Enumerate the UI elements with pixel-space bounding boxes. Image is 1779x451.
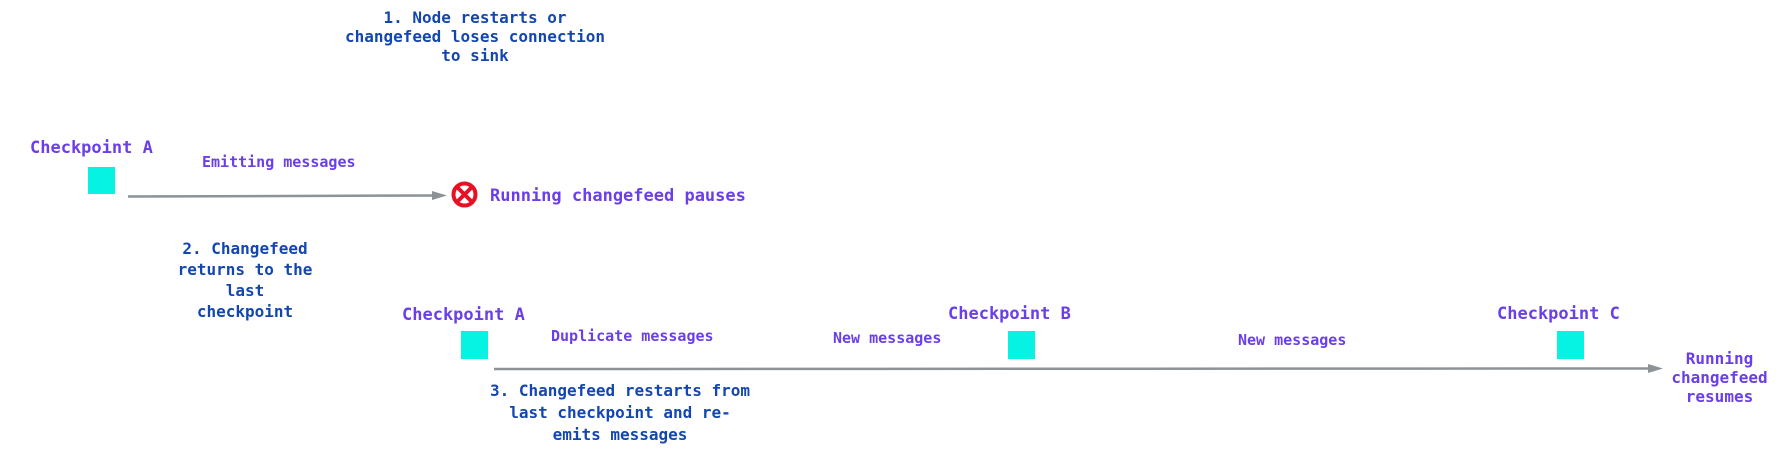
- checkpoint-c-marker: [1557, 331, 1584, 359]
- emitting-messages-label: Emitting messages: [202, 153, 356, 171]
- note-step3: 3. Changefeed restarts from last checkpo…: [489, 381, 751, 444]
- changefeed-pause-icon: [451, 181, 478, 208]
- checkpoint-a-marker-top: [88, 167, 115, 194]
- resume-arrow: [493, 364, 1663, 373]
- new-messages-label-2: New messages: [1238, 331, 1347, 349]
- checkpoint-a-marker-bottom: [461, 331, 488, 359]
- resume-label: Running changefeed resumes: [1671, 349, 1768, 406]
- pause-arrow: [127, 191, 447, 200]
- checkpoint-b-marker: [1008, 331, 1035, 359]
- new-messages-label-1: New messages: [833, 329, 942, 347]
- checkpoint-b-label: Checkpoint B: [948, 304, 1071, 324]
- note-step1: 1. Node restarts or changefeed loses con…: [344, 8, 606, 65]
- checkpoint-a-label-top: Checkpoint A: [30, 138, 153, 158]
- duplicate-messages-label: Duplicate messages: [551, 327, 714, 345]
- checkpoint-c-label: Checkpoint C: [1497, 304, 1620, 324]
- note-step2: 2. Changefeed returns to the last checkp…: [177, 239, 313, 321]
- checkpoint-a-label-bottom: Checkpoint A: [402, 305, 525, 325]
- pause-label: Running changefeed pauses: [490, 186, 746, 206]
